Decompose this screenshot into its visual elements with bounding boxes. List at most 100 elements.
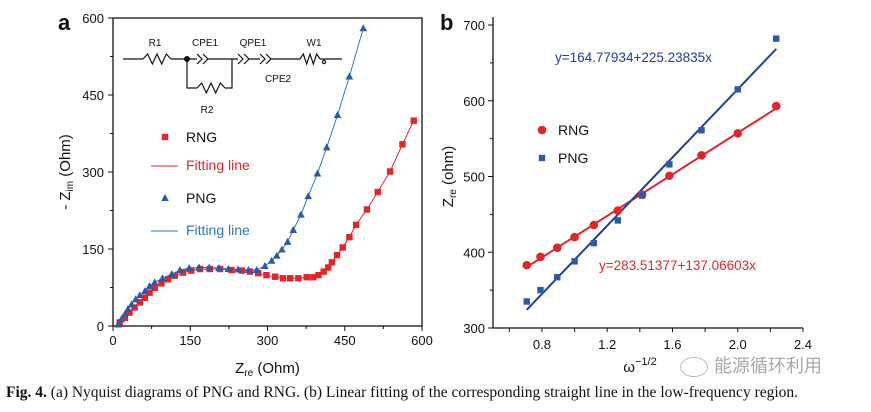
y-tick-label: 150 [82, 242, 104, 257]
legend-marker [538, 154, 546, 162]
data-point-rng [697, 150, 706, 160]
data-point-png [234, 265, 242, 273]
data-point-rng [131, 304, 138, 311]
data-point-rng [386, 168, 394, 175]
data-point-png [638, 192, 646, 199]
x-tick-label: 450 [334, 333, 356, 348]
caption-text: (a) Nyquist diagrams of PNG and RNG. (b)… [46, 384, 799, 401]
data-point-rng [279, 275, 287, 282]
y-tick-label: 600 [82, 11, 104, 26]
data-point-png [272, 251, 281, 259]
label-unit: (Ohm) [57, 134, 74, 181]
data-point-rng [136, 299, 143, 306]
data-point-rng [171, 272, 178, 279]
data-point-rng [164, 276, 172, 283]
circuit-label-cpe1: CPE1 [192, 38, 219, 49]
legend-marker [537, 125, 547, 135]
data-point-rng [255, 269, 262, 277]
x-axis-label: Zre (Ohm) [235, 360, 300, 379]
data-point-rng [151, 284, 158, 292]
data-point-rng [295, 275, 302, 282]
data-point-png [359, 24, 368, 32]
data-point-png [158, 274, 167, 282]
data-point-rng [325, 264, 332, 271]
data-point-png [176, 266, 184, 274]
x-tick-label: 600 [411, 333, 433, 348]
data-point-png [195, 263, 203, 271]
data-point-rng [141, 294, 149, 301]
data-point-rng [665, 171, 674, 181]
x-tick-label: 1.2 [598, 337, 616, 352]
legend-label: Fitting line [186, 157, 250, 173]
data-point-png [297, 210, 305, 218]
figure-caption: Fig. 4. (a) Nyquist diagrams of PNG and … [6, 384, 871, 402]
data-point-png [252, 266, 261, 274]
data-point-rng [328, 259, 336, 266]
data-point-rng [303, 274, 310, 281]
label-sub: re [244, 368, 253, 379]
data-point-rng [146, 289, 153, 296]
label-unit: (ohm) [440, 146, 457, 189]
data-point-rng [589, 220, 599, 230]
circuit-label-cpe2: CPE2 [265, 74, 292, 85]
data-point-png [167, 270, 176, 278]
data-point-png [571, 258, 578, 265]
data-point-rng [116, 319, 123, 326]
data-point-png [224, 265, 233, 273]
data-point-rng [346, 233, 353, 241]
fit-equation-rng: y=283.51377+137.06603x [599, 258, 756, 273]
circuit-elements [196, 52, 342, 66]
x-tick-label: 0 [109, 333, 116, 348]
data-point-rng [333, 251, 341, 259]
data-point-png [124, 305, 132, 313]
data-point-png [261, 261, 269, 269]
data-point-rng [363, 206, 371, 213]
circuit-label-r2: R2 [201, 105, 214, 116]
data-point-rng [320, 268, 327, 275]
data-point-rng [399, 141, 406, 148]
data-point-rng [613, 206, 623, 215]
legend-marker [161, 133, 169, 141]
data-point-png [185, 263, 194, 271]
data-point-rng [374, 188, 381, 196]
legend-label: RNG [186, 129, 217, 145]
data-point-rng [158, 280, 165, 287]
data-point-png [698, 127, 705, 134]
data-point-rng [339, 244, 346, 251]
label-main: Z [440, 198, 457, 207]
data-point-png [554, 274, 561, 281]
data-point-rng [228, 266, 235, 274]
data-point-png [333, 111, 342, 119]
y-tick-label: 300 [82, 165, 104, 180]
data-point-png [141, 287, 149, 295]
panel-label-b: b [440, 10, 453, 35]
data-point-rng [315, 271, 322, 279]
x-tick-label: 2.0 [729, 337, 747, 352]
legend-marker [161, 194, 169, 201]
data-point-png [117, 315, 126, 323]
wechat-icon [680, 357, 708, 377]
data-point-png [145, 281, 154, 289]
panel-label-a: a [58, 10, 71, 35]
data-point-rng [410, 117, 417, 124]
watermark-text: 能源循环利用 [714, 356, 822, 377]
legend-label: Fitting line [186, 222, 250, 238]
data-point-rng [771, 101, 781, 111]
y-axis-label: - Zim (Ohm) [57, 134, 76, 210]
data-point-rng [272, 273, 279, 280]
y-tick-label: 400 [463, 245, 485, 260]
label-sub: re [448, 189, 459, 198]
data-point-png [135, 291, 144, 299]
label-main: ω [623, 359, 635, 376]
y-tick-label: 600 [463, 94, 485, 109]
data-point-png [283, 237, 292, 245]
data-point-png [114, 320, 122, 328]
data-point-rng [733, 129, 743, 138]
chart-b: 0.8 1.2 1.6 2.0 2.4 300 400 500 600 700 ω−1/2 Zre (… [440, 10, 812, 376]
data-point-png [614, 217, 622, 224]
data-point-png [304, 192, 312, 200]
x-tick-label: 300 [257, 333, 279, 348]
label-unit: (Ohm) [253, 360, 300, 377]
